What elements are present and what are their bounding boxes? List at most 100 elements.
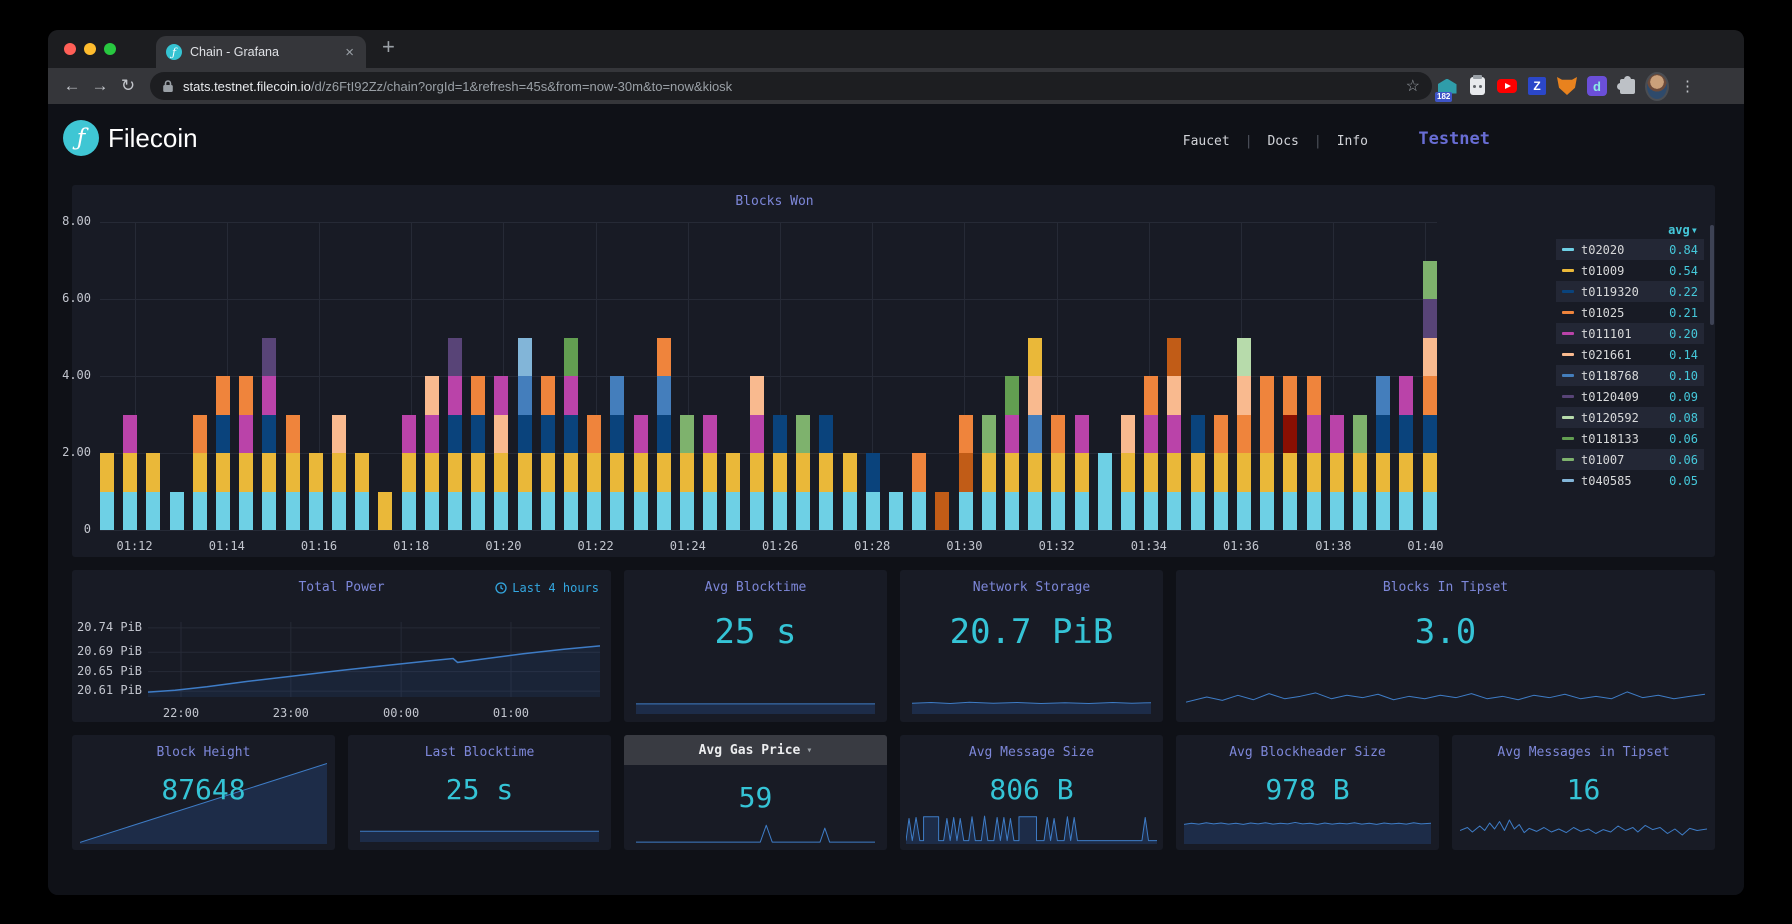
legend-series-name[interactable]: t0118768 xyxy=(1581,368,1639,383)
gridline-v xyxy=(1056,222,1058,530)
panel-title-last-blocktime[interactable]: Last Blocktime xyxy=(424,745,535,760)
stacked-bar xyxy=(1376,376,1391,530)
legend-item[interactable]: t01009 0.54 xyxy=(1556,260,1704,281)
total-power-chart[interactable] xyxy=(147,622,601,697)
gridline-h xyxy=(100,299,1437,300)
legend-series-name[interactable]: t0118133 xyxy=(1581,431,1639,446)
legend-item[interactable]: t011101 0.20 xyxy=(1556,323,1704,344)
x-tick-label: 01:38 xyxy=(1315,539,1352,553)
stacked-bar xyxy=(169,491,184,530)
url-domain: stats.testnet.filecoin.io xyxy=(183,78,311,94)
legend-scrollbar[interactable] xyxy=(1710,225,1714,325)
legend-series-name[interactable]: t01009 xyxy=(1581,263,1625,278)
legend-item[interactable]: t01025 0.21 xyxy=(1556,302,1704,323)
play-icon xyxy=(1497,79,1517,93)
reload-icon[interactable]: ↻ xyxy=(120,76,136,95)
stacked-bar xyxy=(912,453,927,530)
nav-link-docs[interactable]: Docs xyxy=(1267,134,1299,149)
extension-teal-icon[interactable]: 182 xyxy=(1435,73,1459,102)
extension-metamask-icon[interactable] xyxy=(1555,73,1579,99)
panel-title-avg-messages-in-tipset[interactable]: Avg Messages in Tipset xyxy=(1497,745,1670,760)
bookmark-star-icon[interactable]: ☆ xyxy=(1405,78,1420,95)
blocks-won-plot[interactable]: 8.00 6.00 4.00 2.00 0 01:12 01:14 01:16 01:18 01:… xyxy=(62,214,1443,553)
filecoin-favicon-icon: ƒ xyxy=(166,44,182,60)
legend-series-name[interactable]: t01025 xyxy=(1581,305,1625,320)
extension-youtube-icon[interactable] xyxy=(1495,73,1519,99)
extension-d-icon[interactable]: d xyxy=(1585,73,1609,99)
legend-item[interactable]: t0119320 0.22 xyxy=(1556,281,1704,302)
legend-item[interactable]: t02020 0.84 xyxy=(1556,239,1704,260)
bar-segment xyxy=(471,376,486,415)
legend-item[interactable]: t021661 0.14 xyxy=(1556,344,1704,365)
legend-item[interactable]: t0118133 0.06 xyxy=(1556,428,1704,449)
legend-series-name[interactable]: t040585 xyxy=(1581,473,1632,488)
bar-segment xyxy=(1376,491,1391,530)
panel-title-total-power[interactable]: Total Power xyxy=(298,580,385,595)
stacked-bar xyxy=(1097,453,1112,530)
nav-divider: | xyxy=(1313,134,1322,149)
bar-segment xyxy=(1329,453,1344,492)
bar-segment xyxy=(587,453,602,492)
avg-gas-price-header[interactable]: Avg Gas Price ▾ xyxy=(624,735,887,765)
legend-item[interactable]: t0120592 0.08 xyxy=(1556,407,1704,428)
panel-title-avg-blockheader-size[interactable]: Avg Blockheader Size xyxy=(1229,745,1386,760)
bar-segment xyxy=(262,337,277,376)
legend-item[interactable]: t01007 0.06 xyxy=(1556,449,1704,470)
panel-title-avg-blocktime[interactable]: Avg Blocktime xyxy=(704,580,807,595)
extension-clipboard-icon[interactable] xyxy=(1465,73,1489,99)
nav-link-faucet[interactable]: Faucet xyxy=(1182,134,1230,149)
back-icon[interactable]: ← xyxy=(63,76,81,95)
browser-window: ƒ Chain - Grafana × + ← → ↻ stats.testne… xyxy=(48,30,1744,895)
stacked-bar xyxy=(888,491,903,530)
legend-item[interactable]: t0120409 0.09 xyxy=(1556,386,1704,407)
legend-avg-value: 0.09 xyxy=(1669,389,1698,404)
stacked-bar xyxy=(308,453,323,530)
panel-title-blocks-in-tipset[interactable]: Blocks In Tipset xyxy=(1382,580,1509,595)
legend-item[interactable]: t040585 0.05 xyxy=(1556,470,1704,491)
bar-segment xyxy=(355,491,370,530)
forward-icon[interactable]: → xyxy=(91,76,109,95)
new-tab-button[interactable]: + xyxy=(382,34,395,59)
blocks-won-bars[interactable] xyxy=(100,222,1437,530)
url-text[interactable]: stats.testnet.filecoin.io/d/z6FtI92Zz/ch… xyxy=(183,79,1397,94)
panel-title-network-storage[interactable]: Network Storage xyxy=(972,580,1091,595)
stacked-bar xyxy=(1004,376,1019,530)
browser-menu-icon[interactable]: ⋮ xyxy=(1680,78,1695,95)
panel-title-avg-message-size[interactable]: Avg Message Size xyxy=(968,745,1095,760)
close-window-button[interactable] xyxy=(64,43,76,55)
legend-series-name[interactable]: t0120592 xyxy=(1581,410,1639,425)
profile-avatar[interactable] xyxy=(1645,71,1669,101)
legend-item[interactable]: t0118768 0.10 xyxy=(1556,365,1704,386)
bar-segment xyxy=(517,414,532,453)
x-tick-label: 01:30 xyxy=(946,539,983,553)
panel-avg-messages-in-tipset: Avg Messages in Tipset 16 xyxy=(1452,735,1715,850)
legend-series-name[interactable]: t01007 xyxy=(1581,452,1625,467)
legend-series-name[interactable]: t0120409 xyxy=(1581,389,1639,404)
bar-segment xyxy=(1213,491,1228,530)
y-tick-label: 0 xyxy=(83,522,91,536)
bar-segment xyxy=(1329,491,1344,530)
bar-segment xyxy=(749,376,764,415)
legend-series-name[interactable]: t0119320 xyxy=(1581,284,1639,299)
maximize-window-button[interactable] xyxy=(104,43,116,55)
panel-title-blocks-won[interactable]: Blocks Won xyxy=(735,194,814,209)
panel-title-block-height[interactable]: Block Height xyxy=(156,745,251,760)
bar-segment xyxy=(1376,453,1391,492)
extension-z-icon[interactable]: Z xyxy=(1525,73,1549,99)
legend-avg-header[interactable]: avg ▾ xyxy=(1556,221,1704,239)
env-label-testnet[interactable]: Testnet xyxy=(1418,129,1490,149)
address-bar[interactable]: stats.testnet.filecoin.io/d/z6FtI92Zz/ch… xyxy=(150,72,1432,100)
time-range-link[interactable]: Last 4 hours xyxy=(495,581,599,595)
stacked-bar xyxy=(610,376,625,530)
tab-close-icon[interactable]: × xyxy=(345,43,354,61)
stacked-bar xyxy=(355,453,370,530)
x-tick-label: 22:00 xyxy=(162,706,200,720)
legend-series-name[interactable]: t021661 xyxy=(1581,347,1632,362)
nav-link-info[interactable]: Info xyxy=(1336,134,1368,149)
minimize-window-button[interactable] xyxy=(84,43,96,55)
legend-series-name[interactable]: t02020 xyxy=(1581,242,1625,257)
stacked-bar xyxy=(1352,414,1367,530)
legend-series-name[interactable]: t011101 xyxy=(1581,326,1632,341)
browser-tab[interactable]: ƒ Chain - Grafana × xyxy=(156,36,366,68)
extensions-puzzle-icon[interactable] xyxy=(1615,73,1639,99)
